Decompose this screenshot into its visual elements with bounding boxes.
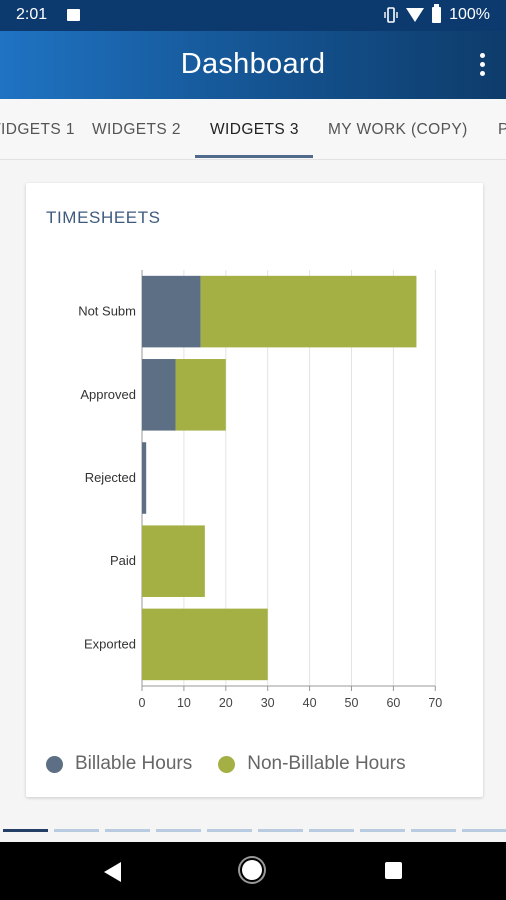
bar-non-billable-3 [142,525,205,597]
page-dot[interactable] [411,829,456,832]
x-tick-label: 60 [386,696,400,710]
y-category-label: Not Subm [78,304,136,319]
x-tick-label: 30 [261,696,275,710]
tab-bar: WIDGETS 1 WIDGETS 2 WIDGETS 3 MY WORK (C… [0,99,506,160]
page-dot[interactable] [105,829,150,832]
battery-percent: 100% [449,6,490,23]
status-indicators: 100% [384,4,490,24]
tab-widgets-1[interactable]: WIDGETS 1 [0,121,75,138]
page-dot[interactable] [54,829,99,832]
legend-label-non-billable: Non-Billable Hours [247,753,406,774]
bar-billable-1 [142,359,176,431]
more-options-icon[interactable] [480,53,486,77]
legend-item-non-billable: Non-Billable Hours [218,753,406,775]
timesheets-widget-card: TIMESHEETS 0 10 20 30 40 50 60 70 Not Subm Approv… [26,183,483,797]
legend-swatch-billable [46,755,63,773]
legend-label-billable: Billable Hours [75,753,193,774]
x-tick-label: 70 [428,696,442,710]
tab-next-partial[interactable]: P [498,121,506,139]
app-bar: Dashboard [0,31,506,99]
page-title: Dashboard [180,48,326,80]
timesheets-bar-chart: 0 10 20 30 40 50 60 70 Not Subm Approved Rejected P… [78,270,442,710]
page-dot[interactable] [309,829,354,832]
x-tick-label: 20 [219,696,233,710]
bar-non-billable-0 [200,275,417,348]
recents-icon[interactable] [385,862,402,879]
bar-billable-2 [142,442,147,514]
page-dot[interactable] [360,829,405,832]
x-tick-label: 50 [345,696,359,710]
bar-non-billable-4 [142,608,268,681]
x-tick-label: 40 [303,696,317,710]
legend-item-billable: Billable Hours [46,753,192,775]
widget-title: TIMESHEETS [46,208,161,227]
page-dot[interactable] [156,829,201,832]
x-tick-label: 0 [139,696,146,710]
bar-non-billable-1 [175,359,226,431]
page-dot[interactable] [207,829,252,832]
y-category-label: Paid [110,553,136,568]
system-nav-bar [0,842,506,900]
y-category-label: Exported [84,636,136,651]
legend-swatch-non-billable [218,755,236,773]
active-tab-indicator [195,155,313,158]
vibrate-icon [384,7,398,23]
x-tick-label: 10 [177,696,191,710]
back-icon[interactable] [104,862,121,882]
battery-icon [432,4,442,23]
tab-widgets-2[interactable]: WIDGETS 2 [92,121,181,138]
tab-widgets-3[interactable]: WIDGETS 3 [210,121,299,138]
status-bar: 2:01 100% [0,0,506,31]
home-icon[interactable] [242,860,262,880]
wifi-icon [406,8,425,22]
page-dot[interactable] [462,829,506,832]
page-dot[interactable] [258,829,303,832]
y-category-label: Approved [80,387,136,402]
y-category-label: Rejected [85,470,136,485]
chart-legend: Billable Hours Non-Billable Hours [46,753,432,775]
status-time: 2:01 [16,6,48,23]
tab-my-work-copy[interactable]: MY WORK (COPY) [328,121,468,138]
page-indicator [0,829,506,833]
bar-billable-0 [142,275,201,348]
image-notification-icon [67,9,80,21]
page-dot[interactable] [3,829,48,832]
